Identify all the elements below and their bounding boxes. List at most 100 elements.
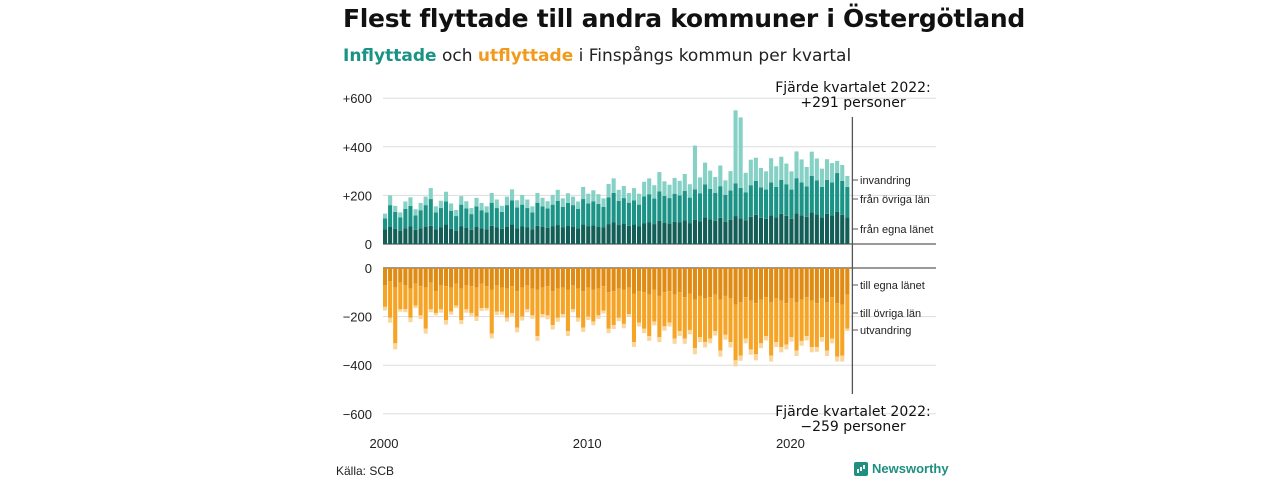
bar-out-other — [779, 300, 784, 347]
bar-out-abroad — [383, 306, 388, 311]
bar-out-own — [809, 268, 814, 301]
y-tick-label: 0 — [365, 237, 372, 252]
bar-in-own — [748, 216, 753, 244]
bar-in-abroad — [494, 199, 499, 209]
bar-in-abroad — [616, 189, 621, 201]
bar-out-abroad — [576, 317, 581, 322]
bar-in-other — [824, 179, 830, 214]
bar-out-own — [677, 268, 682, 293]
bar-out-own — [621, 268, 626, 290]
bar-out-abroad — [393, 343, 398, 350]
bar-in-other — [611, 192, 616, 223]
bar-out-own — [383, 268, 388, 286]
bar-in-other — [586, 203, 591, 227]
bar-out-own — [591, 268, 596, 290]
bar-in-other — [510, 200, 515, 225]
bar-in-own — [713, 220, 718, 244]
bar-in-other — [769, 182, 774, 216]
bar-in-own — [464, 227, 469, 244]
bar-out-other — [408, 288, 413, 318]
bar-in-other — [383, 218, 388, 230]
bar-in-abroad — [769, 158, 774, 183]
bar-in-own — [403, 228, 408, 244]
bar-in-own — [799, 215, 804, 244]
bar-out-abroad — [753, 354, 758, 361]
bar-out-own — [631, 268, 637, 294]
bar-in-own — [576, 228, 581, 244]
bar-in-abroad — [733, 110, 738, 184]
bar-out-other — [774, 298, 779, 343]
label-fran-ovriga-lan: från övriga län — [860, 194, 930, 206]
bar-in-own — [845, 217, 850, 244]
annotation-top-line1: Fjärde kvartalet 2022: — [775, 80, 931, 96]
annotation-top-line2: +291 personer — [800, 95, 906, 111]
bar-out-other — [687, 293, 692, 330]
bar-out-other — [449, 287, 454, 312]
annotation-bottom-line2: −259 personer — [800, 419, 906, 435]
bar-out-own — [586, 268, 591, 288]
bar-out-other — [606, 292, 611, 329]
bar-out-other — [545, 286, 550, 316]
bar-out-abroad — [591, 321, 596, 326]
bar-out-own — [413, 268, 418, 284]
bar-out-abroad — [631, 342, 637, 347]
bar-out-own — [733, 268, 738, 305]
bar-in-own — [718, 217, 723, 244]
bar-in-abroad — [388, 195, 393, 206]
bar-out-abroad — [433, 312, 438, 316]
bar-in-other — [662, 195, 667, 223]
bar-out-abroad — [819, 337, 824, 342]
bar-out-abroad — [413, 305, 418, 309]
bar-in-abroad — [459, 196, 464, 205]
bar-in-abroad — [535, 192, 540, 203]
bar-in-abroad — [652, 185, 657, 199]
bar-out-own — [438, 268, 443, 286]
bar-out-other — [418, 286, 423, 316]
bar-in-other — [804, 186, 809, 217]
bar-in-abroad — [799, 159, 804, 183]
bar-in-own — [388, 226, 393, 244]
x-tick-label: 2000 — [370, 436, 399, 451]
bar-in-own — [586, 226, 591, 244]
bar-out-own — [611, 268, 616, 292]
bar-out-other — [393, 287, 398, 344]
bar-out-abroad — [479, 308, 484, 312]
bar-out-own — [764, 268, 769, 298]
bar-out-abroad — [708, 338, 713, 344]
bar-out-abroad — [743, 338, 748, 344]
bar-in-own — [769, 215, 774, 244]
bar-out-other — [454, 283, 459, 306]
bar-in-own — [616, 225, 621, 244]
y-tick-label: −600 — [343, 407, 372, 422]
bar-in-other — [799, 182, 804, 216]
bar-out-abroad — [647, 336, 652, 341]
bar-in-own — [753, 214, 758, 244]
bar-in-other — [570, 205, 576, 227]
bar-out-other — [510, 286, 515, 313]
bar-out-own — [530, 268, 535, 289]
bar-out-own — [535, 268, 540, 290]
bar-in-own — [479, 228, 484, 244]
bar-out-own — [520, 268, 525, 288]
bar-in-own — [418, 228, 423, 244]
bar-in-other — [692, 189, 697, 220]
bar-out-own — [728, 268, 733, 299]
y-tick-label: +400 — [343, 140, 372, 155]
bar-in-abroad — [677, 180, 682, 196]
bar-in-other — [764, 189, 769, 219]
y-tick-label: −200 — [343, 310, 372, 325]
bar-in-abroad — [570, 196, 576, 206]
bar-in-other — [682, 191, 687, 221]
bar-in-own — [581, 224, 586, 244]
bar-out-own — [743, 268, 748, 298]
bar-out-abroad — [764, 336, 769, 341]
bar-in-abroad — [560, 198, 565, 207]
bar-out-abroad — [606, 328, 611, 334]
bar-out-own — [682, 268, 687, 298]
bar-out-other — [769, 302, 774, 356]
bar-out-abroad — [454, 305, 459, 309]
bar-in-abroad — [428, 188, 433, 200]
bar-out-abroad — [489, 333, 494, 339]
annotation-bottom-line1: Fjärde kvartalet 2022: — [775, 404, 931, 420]
bar-out-other — [438, 285, 443, 310]
